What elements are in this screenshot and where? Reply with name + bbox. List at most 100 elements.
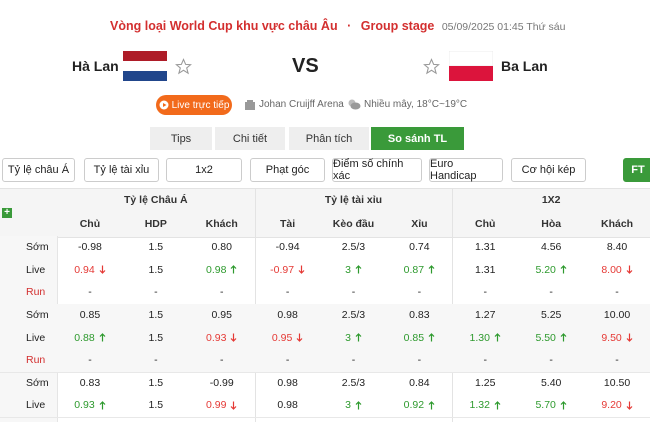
odds-value: 0.98 bbox=[277, 399, 298, 412]
odds-cell: 0.95 bbox=[189, 304, 255, 327]
filter-button[interactable]: Tỷ lệ châu Á bbox=[2, 158, 75, 182]
home-team[interactable]: Hà Lan bbox=[72, 58, 119, 74]
odds-value: - bbox=[88, 354, 92, 367]
odds-cell: - bbox=[255, 349, 321, 372]
expand-button[interactable]: + bbox=[2, 208, 12, 218]
stage[interactable]: Group stage bbox=[360, 19, 435, 33]
away-team[interactable]: Ba Lan bbox=[501, 58, 548, 74]
odds-value: 0.95 bbox=[211, 309, 232, 322]
odds-value: 8.40 bbox=[606, 241, 628, 254]
odds-value: 5.50 bbox=[535, 331, 556, 344]
group-header: Tỷ lệ tài xỉu bbox=[324, 194, 383, 206]
odds-value: 0.85 bbox=[403, 331, 425, 344]
odds-value: - bbox=[154, 286, 158, 299]
odds-value: - bbox=[615, 286, 619, 299]
odds-cell: 0.83 bbox=[57, 372, 123, 395]
trend-arrow-up bbox=[230, 265, 237, 274]
filter-button[interactable]: FT bbox=[623, 158, 650, 182]
competition[interactable]: Vòng loại World Cup khu vực châu Âu bbox=[110, 19, 338, 33]
odds-value: 10.00 bbox=[603, 309, 631, 322]
odds-cell: 0.94 bbox=[57, 259, 123, 282]
separator: · bbox=[347, 19, 352, 33]
filter-button[interactable]: 1x2 bbox=[166, 158, 242, 182]
odds-value: 1.25 bbox=[475, 376, 496, 389]
odds-value: - bbox=[417, 354, 422, 367]
odds-cell: 3 bbox=[321, 259, 387, 282]
odds-cell: - bbox=[189, 281, 255, 304]
column-header: Khách bbox=[601, 218, 634, 230]
odds-cell: - bbox=[584, 281, 650, 304]
odds-value: 2.5/3 bbox=[341, 309, 366, 322]
odds-cell: - bbox=[123, 281, 189, 304]
odds-cell: 0.85 bbox=[386, 326, 452, 349]
odds-value: 0.83 bbox=[79, 376, 101, 389]
odds-value: - bbox=[285, 286, 290, 299]
trend-arrow-up bbox=[428, 333, 435, 342]
trend-arrow-down bbox=[626, 265, 633, 275]
odds-cell: 4.56 bbox=[518, 236, 584, 259]
odds-value: 1.31 bbox=[475, 241, 496, 254]
tab[interactable]: Tips bbox=[150, 127, 212, 150]
tab[interactable]: So sánh TL bbox=[371, 127, 464, 150]
odds-value: 0.85 bbox=[79, 309, 101, 322]
odds-value: 3 bbox=[345, 263, 351, 276]
odds-cell: 0.99 bbox=[189, 394, 255, 417]
odds-value: - bbox=[549, 286, 553, 299]
odds-cell: 0.92 bbox=[386, 394, 452, 417]
odds-cell: -0.94 bbox=[255, 236, 321, 259]
filter-button[interactable]: Euro Handicap bbox=[429, 158, 503, 182]
block-border bbox=[0, 416, 650, 418]
favorite-star[interactable] bbox=[423, 58, 440, 75]
odds-value: - bbox=[483, 354, 488, 367]
odds-value: 0.93 bbox=[74, 399, 95, 412]
odds-cell: 1.5 bbox=[123, 304, 189, 327]
odds-value: 3 bbox=[345, 399, 351, 412]
venue: Johan Cruijff Arena bbox=[259, 99, 344, 110]
home-flag bbox=[123, 51, 167, 81]
odds-cell: 0.93 bbox=[189, 326, 255, 349]
odds-value: 8.00 bbox=[601, 263, 622, 276]
odds-cell: 0.83 bbox=[386, 304, 452, 327]
weather: Nhiều mây, 18°C~19°C bbox=[364, 99, 468, 110]
filter-button[interactable]: Cơ hội kép bbox=[511, 158, 586, 182]
column-header: Xỉu bbox=[411, 218, 428, 230]
trend-arrow-up bbox=[494, 401, 501, 410]
odds-cell: - bbox=[518, 349, 584, 372]
odds-value: -0.97 bbox=[270, 263, 295, 276]
trend-arrow-up bbox=[355, 265, 362, 274]
trend-arrow-up bbox=[355, 333, 362, 342]
filter-button[interactable]: Phạt góc bbox=[250, 158, 325, 182]
trend-arrow-up bbox=[355, 401, 362, 410]
live-button[interactable]: Live trực tiếp bbox=[156, 95, 232, 115]
odds-cell: 9.50 bbox=[584, 326, 650, 349]
odds-cell: 10.00 bbox=[584, 304, 650, 327]
row-label: Run bbox=[26, 286, 46, 299]
odds-cell: 2.5/3 bbox=[321, 304, 387, 327]
odds-cell: 0.98 bbox=[255, 394, 321, 417]
row-label: Live bbox=[26, 263, 46, 276]
odds-value: - bbox=[219, 354, 224, 367]
odds-value: 0.83 bbox=[409, 309, 430, 322]
odds-cell: 1.27 bbox=[452, 304, 518, 327]
filter-button[interactable]: Điểm số chính xác bbox=[332, 158, 422, 182]
odds-value: 4.56 bbox=[540, 241, 562, 254]
odds-value: 1.5 bbox=[148, 241, 164, 254]
odds-cell: 5.70 bbox=[518, 394, 584, 417]
favorite-star[interactable] bbox=[175, 58, 192, 75]
odds-value: 0.93 bbox=[205, 331, 227, 344]
odds-cell: 2.5/3 bbox=[321, 372, 387, 395]
odds-value: 1.5 bbox=[148, 331, 164, 344]
tab[interactable]: Phân tích bbox=[289, 127, 369, 150]
odds-value: 1.32 bbox=[469, 399, 490, 412]
tab[interactable]: Chi tiết bbox=[215, 127, 285, 150]
odds-value: - bbox=[483, 286, 488, 299]
filter-button[interactable]: Tỷ lệ tài xỉu bbox=[84, 158, 159, 182]
venue-icon bbox=[245, 100, 255, 110]
odds-value: 0.99 bbox=[205, 399, 227, 412]
odds-cell: 3 bbox=[321, 394, 387, 417]
odds-cell: - bbox=[452, 349, 518, 372]
odds-cell: 0.74 bbox=[386, 236, 452, 259]
odds-cell: 1.31 bbox=[452, 259, 518, 282]
odds-cell: - bbox=[452, 281, 518, 304]
odds-value: 0.92 bbox=[403, 399, 425, 412]
